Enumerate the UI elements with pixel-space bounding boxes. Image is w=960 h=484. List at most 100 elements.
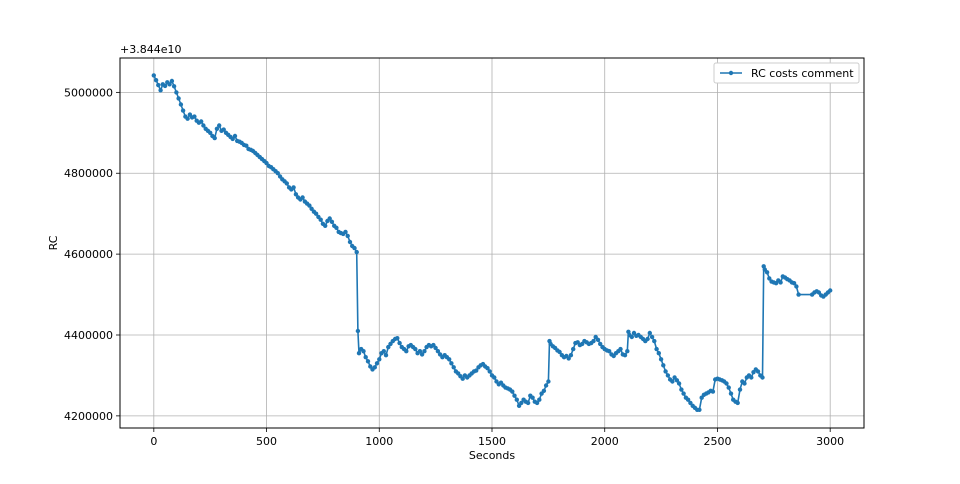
data-point (625, 349, 630, 354)
y-tick-label: 5000000 (64, 86, 113, 99)
data-point (618, 346, 623, 352)
data-point (354, 249, 359, 255)
data-point (661, 363, 666, 368)
data-point (174, 90, 179, 95)
data-point (334, 225, 339, 230)
data-point (571, 346, 576, 352)
data-point (167, 82, 172, 87)
y-tick-label: 4200000 (64, 410, 113, 423)
data-point (244, 143, 249, 148)
data-point (377, 357, 382, 362)
data-point (534, 400, 540, 406)
data-point (327, 216, 332, 221)
data-point (568, 353, 574, 358)
data-point (492, 375, 497, 380)
legend-box (713, 62, 860, 84)
data-point (313, 211, 319, 216)
data-point (419, 352, 425, 357)
data-point (323, 223, 328, 228)
data-point (510, 389, 515, 394)
x-axis-label: Seconds (469, 449, 515, 462)
data-point (760, 375, 765, 380)
data-point (345, 233, 350, 239)
x-tick-label: 0 (150, 435, 157, 448)
x-tick-label: 500 (256, 435, 277, 448)
data-point (275, 171, 280, 176)
data-point (663, 369, 668, 374)
data-point (178, 102, 184, 107)
data-point (512, 393, 517, 398)
data-point (169, 78, 175, 84)
data-point (530, 395, 535, 400)
data-point (372, 365, 377, 370)
data-point (383, 353, 389, 358)
data-point (487, 369, 492, 374)
data-point (629, 334, 634, 340)
data-point (355, 328, 361, 334)
data-point (212, 135, 217, 141)
data-point (343, 229, 348, 235)
data-point (397, 340, 402, 346)
data-point (778, 280, 783, 285)
legend-dot-marker (728, 70, 734, 76)
data-point (307, 203, 312, 208)
data-point (726, 385, 731, 390)
x-axis-ticks: 0 500 1000 1500 2000 2500 3000 (150, 428, 844, 448)
x-tick-label: 1000 (365, 435, 393, 448)
data-point (742, 381, 747, 386)
data-point (595, 337, 601, 342)
data-point (697, 407, 702, 412)
data-point (474, 368, 479, 373)
data-point (363, 355, 368, 360)
data-point (153, 78, 159, 83)
data-point (557, 349, 562, 355)
data-point (728, 391, 734, 396)
data-point (352, 245, 357, 251)
data-point (151, 73, 156, 78)
data-point (417, 349, 423, 354)
data-point (670, 379, 675, 384)
y-offset-label: +3.844e10 (120, 43, 181, 56)
data-point (665, 373, 671, 378)
data-point (361, 349, 366, 354)
data-point (356, 351, 362, 356)
data-point (735, 400, 740, 406)
y-tick-label: 4400000 (64, 329, 113, 342)
data-point (381, 349, 386, 354)
data-point (649, 334, 655, 340)
data-point (214, 126, 220, 131)
data-point (656, 351, 661, 356)
data-point (710, 389, 716, 394)
data-point (645, 336, 650, 342)
data-point (541, 388, 547, 393)
data-point (156, 82, 161, 88)
data-point (291, 185, 296, 190)
data-point (755, 369, 761, 374)
data-point (566, 356, 571, 361)
data-point (199, 119, 204, 124)
data-point (451, 365, 456, 370)
y-axis-label: RC (47, 235, 60, 250)
y-axis-ticks: 4200000 4400000 4600000 4800000 5000000 (64, 86, 120, 423)
data-point (546, 379, 551, 384)
y-tick-label: 4800000 (64, 167, 113, 180)
data-point (828, 288, 833, 293)
data-point (447, 357, 452, 362)
data-point (433, 345, 438, 351)
x-tick-label: 2500 (703, 435, 731, 448)
data-point (676, 381, 682, 386)
grid-lines (120, 58, 864, 428)
data-point (652, 338, 657, 344)
data-point (374, 361, 380, 366)
legend-label: RC costs comment (751, 67, 854, 80)
data-point (395, 336, 400, 341)
data-point (796, 292, 801, 297)
data-point (171, 84, 177, 89)
data-point (767, 276, 772, 281)
data-point (413, 346, 418, 352)
data-point (543, 383, 549, 388)
data-point (794, 284, 799, 289)
data-point (591, 338, 596, 344)
data-point (386, 344, 391, 350)
y-tick-label: 4600000 (64, 248, 113, 261)
